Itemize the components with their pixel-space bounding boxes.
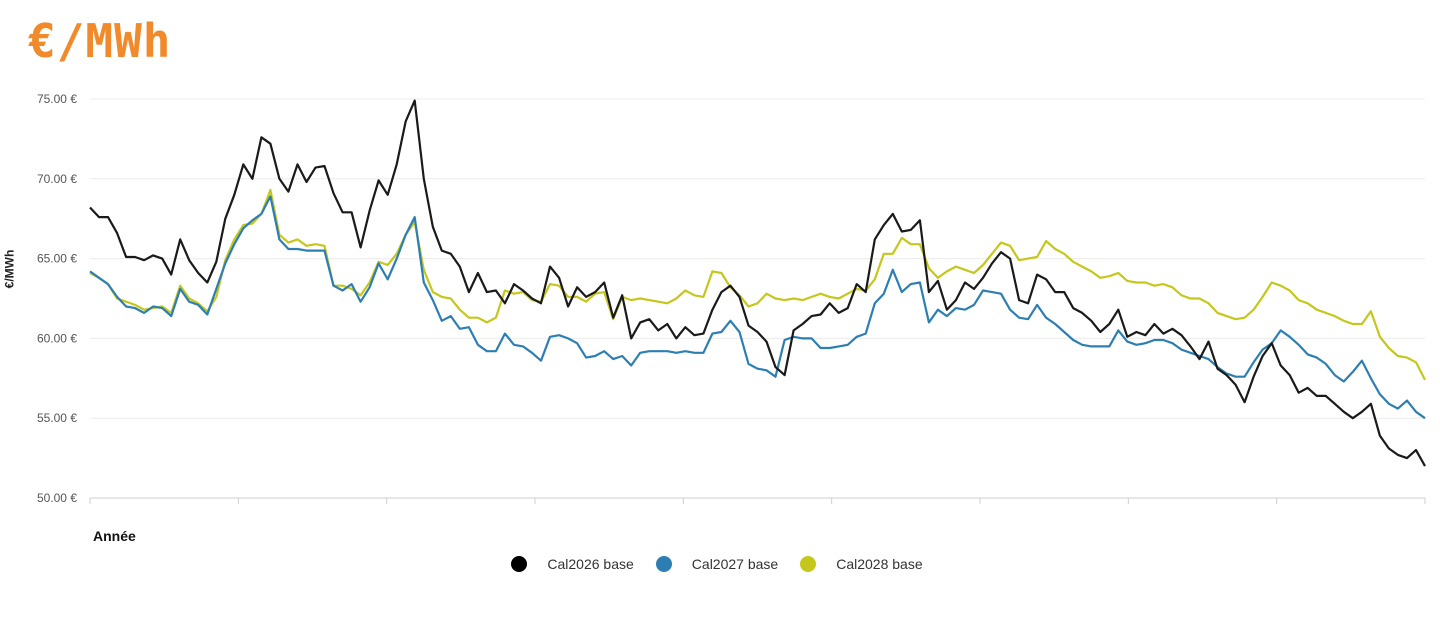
legend-item[interactable]: Cal2027 base (655, 556, 784, 572)
legend-label: Cal2028 base (836, 556, 923, 572)
legend-item[interactable]: Cal2028 base (800, 556, 928, 572)
legend-marker (511, 556, 528, 572)
unit-title: €/MWh (28, 14, 172, 68)
y-tick-labels: 75.00 € 70.00 € 65.00 € 60.00 € 55.00 € 50.00… (37, 92, 77, 505)
series-line-cal2026-base (89, 99, 1426, 467)
legend-marker (800, 556, 817, 572)
y-tick-label: 55.00 € (37, 411, 77, 425)
y-tick-label: 65.00 € (37, 252, 77, 266)
series-line-cal2027-base (89, 195, 1426, 420)
gridlines (90, 98, 1425, 499)
x-axis-label: Année (93, 528, 136, 544)
y-tick-label: 50.00 € (37, 491, 77, 505)
legend-marker (655, 556, 672, 572)
y-tick-label: 75.00 € (37, 92, 77, 106)
series-line-cal2028-base (89, 188, 1426, 381)
legend-item[interactable]: Cal2026 base (511, 556, 639, 572)
series-lines (89, 99, 1426, 467)
legend: Cal2026 base Cal2027 base Cal2028 base (0, 556, 1440, 572)
y-tick-label: 60.00 € (37, 331, 77, 345)
x-axis (89, 498, 1426, 504)
y-tick-label: 70.00 € (37, 172, 77, 186)
legend-label: Cal2027 base (691, 556, 779, 572)
legend-label: Cal2026 base (547, 556, 634, 572)
